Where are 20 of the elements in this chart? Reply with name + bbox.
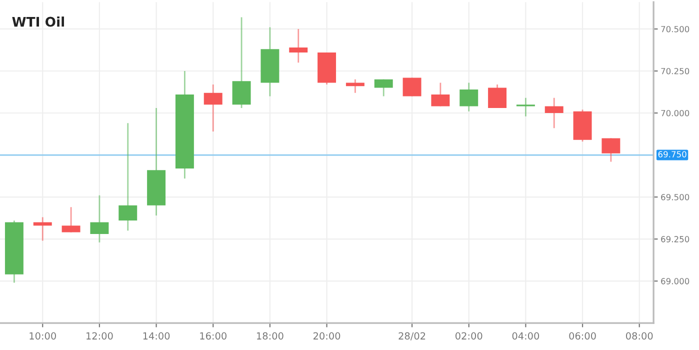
y-tick-label: 70.500	[661, 26, 690, 32]
x-tick-label: 28/02	[398, 332, 426, 340]
x-tick-label: 16:00	[200, 332, 226, 340]
text: WTI Oil	[12, 16, 64, 27]
x-tick-label: 20:00	[313, 332, 340, 340]
y-tick-label: 69.000	[661, 278, 690, 284]
x-tick-label: 12:00	[86, 332, 113, 340]
x-tick-label: 10:00	[30, 332, 56, 340]
y-tick-label: 69.250	[661, 236, 690, 242]
candlestick	[402, 77, 422, 97]
x-tick-label: 04:00	[512, 332, 540, 340]
x-tick-label: 18:00	[257, 332, 284, 340]
x-tick-label: 02:00	[455, 332, 482, 340]
ref-line-label: 69.750	[658, 151, 686, 158]
y-tick-label: 70.000	[661, 110, 690, 116]
y-tick-label: 69.500	[661, 194, 690, 200]
x-tick-label: 06:00	[569, 332, 596, 340]
x-tick-label: 14:00	[143, 332, 170, 340]
x-tick-label: 08:00	[626, 332, 653, 340]
y-tick-label: 70.250	[661, 68, 690, 74]
